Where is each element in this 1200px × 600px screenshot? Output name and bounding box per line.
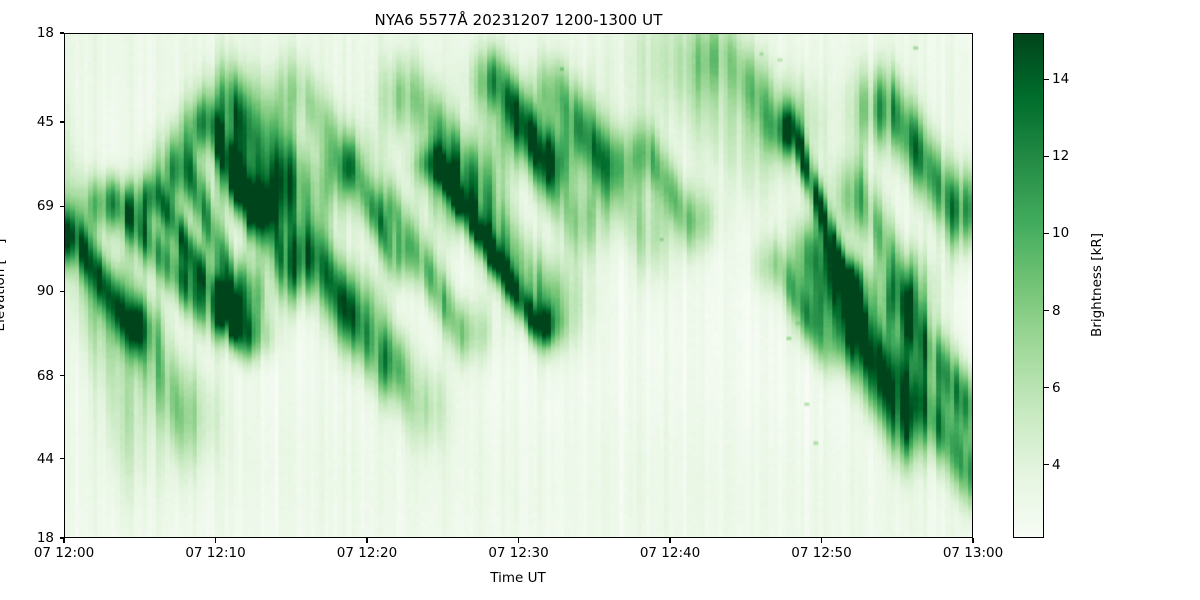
colorbar-tick-mark xyxy=(1044,232,1049,235)
x-axis-label: Time UT xyxy=(490,570,546,586)
colorbar-tick-label: 10 xyxy=(1052,225,1070,242)
y-tick-mark xyxy=(59,205,64,207)
colorbar-tick-mark xyxy=(1044,309,1049,312)
colorbar-tick-mark xyxy=(1044,155,1049,158)
y-tick-label: 18 xyxy=(36,530,54,546)
y-tick-label: 68 xyxy=(36,367,54,384)
colorbar-tick-label: 14 xyxy=(1052,71,1070,88)
colorbar-box xyxy=(1013,33,1044,538)
keogram-heatmap-canvas xyxy=(65,34,972,537)
y-tick-label: 90 xyxy=(36,283,54,300)
x-tick-mark xyxy=(366,538,368,543)
y-tick-mark xyxy=(59,374,64,377)
colorbar-gradient xyxy=(1014,34,1043,537)
colorbar-tick-label: 8 xyxy=(1052,302,1061,319)
colorbar-tick-mark xyxy=(1044,464,1049,466)
y-tick-mark xyxy=(59,290,64,293)
x-tick-label: 07 12:40 xyxy=(639,545,701,561)
x-tick-label: 07 13:00 xyxy=(942,545,1004,561)
colorbar-tick-mark xyxy=(1044,387,1049,389)
y-tick-mark xyxy=(59,458,64,460)
y-axis-label: Elevation [ ° ] xyxy=(0,239,8,332)
x-tick-mark xyxy=(214,538,217,543)
x-tick-label: 07 12:30 xyxy=(488,545,549,561)
colorbar-tick-label: 12 xyxy=(1052,148,1070,165)
colorbar-tick-label: 6 xyxy=(1052,379,1061,396)
colorbar-tick-mark xyxy=(1044,78,1049,80)
y-tick-mark xyxy=(59,121,64,123)
y-tick-label: 69 xyxy=(36,198,54,215)
y-tick-mark xyxy=(59,537,64,539)
x-tick-label: 07 12:50 xyxy=(791,545,852,561)
y-tick-label: 18 xyxy=(36,25,54,41)
x-tick-label: 07 12:10 xyxy=(185,545,246,561)
y-tick-mark xyxy=(59,32,64,34)
y-tick-label: 44 xyxy=(36,450,54,467)
y-tick-label: 45 xyxy=(36,114,54,131)
colorbar: 4 6 8 10 12 14 xyxy=(1013,33,1069,538)
x-tick-mark xyxy=(63,538,65,543)
keogram-plot-area xyxy=(64,33,973,538)
chart-title: NYA6 5577Å 20231207 1200-1300 UT xyxy=(374,11,663,29)
x-tick-label: 07 12:00 xyxy=(33,545,95,561)
x-tick-mark xyxy=(669,538,671,543)
x-tick-mark xyxy=(517,538,520,543)
x-tick-mark xyxy=(820,538,823,543)
colorbar-label: Brightness [kR] xyxy=(1089,233,1105,337)
colorbar-tick-label: 4 xyxy=(1052,456,1061,473)
x-tick-label: 07 12:20 xyxy=(336,545,398,561)
x-tick-mark xyxy=(972,538,974,543)
